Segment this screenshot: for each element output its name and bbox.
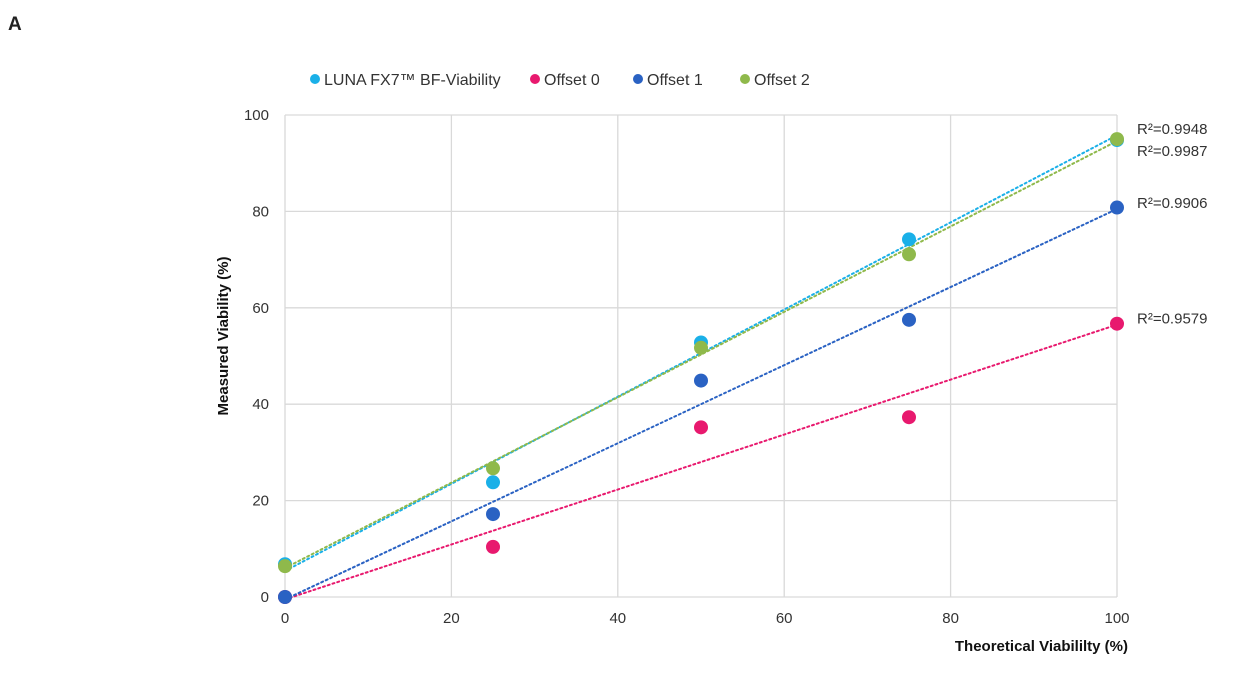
data-point — [1110, 200, 1124, 215]
y-tick-label: 0 — [261, 589, 269, 606]
x-tick-label: 80 — [942, 610, 959, 627]
data-point — [278, 590, 292, 604]
legend-label: Offset 2 — [754, 72, 810, 89]
x-axis-title: Theoretical Viabililty (%) — [955, 638, 1128, 655]
y-axis-title: Measured Viability (%) — [215, 257, 232, 416]
r-squared-label: R²=0.9987 — [1137, 143, 1207, 160]
trendline — [284, 323, 1118, 601]
data-point — [902, 410, 916, 425]
tick-labels: 0 20 40 60 80 100 0 20 40 60 80 100 — [244, 107, 1130, 627]
x-tick-label: 40 — [609, 610, 626, 627]
legend-marker — [530, 74, 540, 84]
r-squared-label: R²=0.9579 — [1137, 311, 1207, 328]
r-squared-label: R²=0.9948 — [1137, 121, 1207, 138]
y-tick-label: 60 — [252, 300, 269, 317]
data-point — [278, 559, 292, 574]
y-tick-label: 20 — [252, 493, 269, 510]
data-point — [486, 539, 500, 554]
grid-lines — [284, 114, 1118, 598]
x-tick-label: 60 — [776, 610, 793, 627]
legend-label: Offset 0 — [544, 72, 600, 89]
panel-label: A — [8, 14, 22, 35]
y-tick-label: 80 — [252, 203, 269, 220]
x-tick-label: 0 — [281, 610, 289, 627]
data-point — [902, 312, 916, 327]
data-point — [902, 247, 916, 262]
r-squared-label: R²=0.9906 — [1137, 195, 1207, 212]
legend: LUNA FX7™ BF-Viability Offset 0 Offset 1 Of… — [310, 72, 810, 89]
data-point — [486, 507, 500, 522]
data-point — [1110, 316, 1124, 331]
legend-marker — [633, 74, 643, 84]
data-point — [694, 340, 708, 355]
data-points — [278, 132, 1124, 604]
trendline — [284, 207, 1118, 601]
data-point — [694, 420, 708, 435]
legend-label: Offset 1 — [647, 72, 703, 89]
y-tick-label: 40 — [252, 396, 269, 413]
data-point — [902, 232, 916, 247]
y-tick-label: 100 — [244, 107, 269, 124]
data-point — [694, 373, 708, 388]
legend-label: LUNA FX7™ BF-Viability — [324, 72, 501, 89]
x-tick-label: 100 — [1104, 610, 1129, 627]
r2-labels: R²=0.9948 R²=0.9987 R²=0.9906 R²=0.9579 — [1137, 121, 1207, 327]
legend-marker — [310, 74, 320, 84]
data-point — [1110, 132, 1124, 147]
trendlines — [284, 134, 1118, 601]
data-point — [486, 475, 500, 490]
data-point — [486, 461, 500, 476]
legend-marker — [740, 74, 750, 84]
x-tick-label: 20 — [443, 610, 460, 627]
